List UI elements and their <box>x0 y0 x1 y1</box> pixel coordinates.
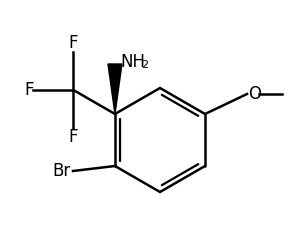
Text: F: F <box>24 81 33 99</box>
Text: Br: Br <box>53 162 71 180</box>
Text: 2: 2 <box>141 60 148 70</box>
Text: O: O <box>248 85 261 103</box>
Text: F: F <box>69 34 78 52</box>
Polygon shape <box>108 64 122 114</box>
Text: F: F <box>69 128 78 146</box>
Text: NH: NH <box>120 53 145 71</box>
